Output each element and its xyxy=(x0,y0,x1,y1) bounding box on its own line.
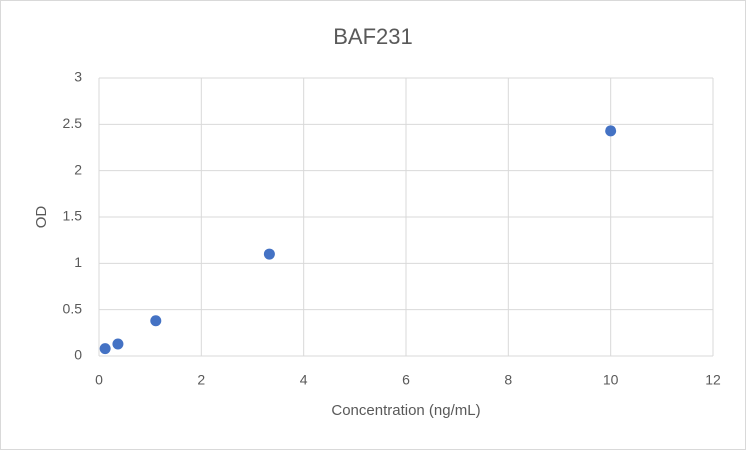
x-tick-label: 12 xyxy=(705,372,721,388)
y-axis-label: OD xyxy=(33,206,50,229)
chart-title: BAF231 xyxy=(333,24,413,49)
y-tick-label: 0 xyxy=(74,347,82,363)
data-point xyxy=(263,248,275,260)
y-tick-label: 1 xyxy=(74,254,82,270)
x-tick-label: 0 xyxy=(95,372,103,388)
y-tick-label: 3 xyxy=(74,69,82,85)
data-point xyxy=(605,125,617,137)
data-point xyxy=(150,315,162,327)
x-axis-label: Concentration (ng/mL) xyxy=(331,402,480,419)
x-tick-label: 2 xyxy=(197,372,205,388)
x-tick-label: 8 xyxy=(504,372,512,388)
y-tick-label: 2.5 xyxy=(63,115,83,131)
x-tick-label: 6 xyxy=(402,372,410,388)
data-point xyxy=(112,338,124,350)
x-tick-label: 10 xyxy=(603,372,619,388)
y-tick-label: 2 xyxy=(74,161,82,177)
y-tick-label: 1.5 xyxy=(63,208,83,224)
data-point xyxy=(99,343,111,355)
y-tick-label: 0.5 xyxy=(63,300,83,316)
x-tick-label: 4 xyxy=(300,372,308,388)
